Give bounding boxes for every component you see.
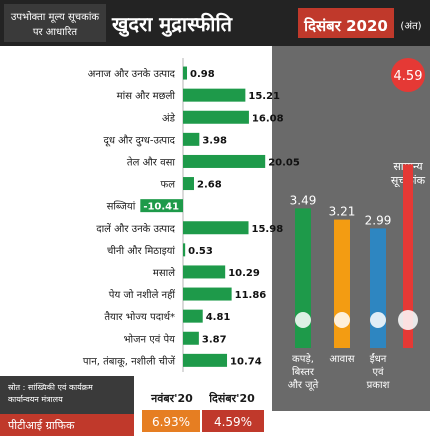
category-label-10: पेय जो नशीले नहीं: [109, 289, 176, 301]
nov-label: नवंबर'20: [150, 392, 193, 405]
bar-10: [183, 287, 232, 301]
bar-1: [183, 88, 246, 102]
bar-6: [140, 199, 183, 213]
bar-9: [183, 265, 226, 279]
vbar-1: [334, 219, 350, 348]
source-line2: कार्यान्वयन मंत्रालय: [8, 394, 63, 404]
bar-value-label-9: 10.29: [228, 268, 260, 279]
bar-value-label-8: 0.53: [188, 246, 213, 257]
clothing-label-line3: और जूते: [288, 379, 319, 391]
credit-box: [0, 414, 134, 436]
bar-0: [183, 66, 188, 80]
dec-label: दिसंबर'20: [208, 391, 255, 405]
fuel-label-line3: प्रकाश: [367, 380, 390, 391]
month-badge: [298, 8, 394, 38]
bar-value-label-4: 20.05: [268, 157, 300, 168]
header-subtitle-line2: पर आधारित: [33, 26, 78, 38]
housing-label: आवास: [329, 354, 354, 365]
category-label-7: दालें और उनके उत्पाद: [96, 223, 175, 235]
vbar-value-label-2: 2.99: [365, 213, 392, 227]
category-label-0: अनाज और उनके उत्पाद: [88, 68, 176, 80]
nov-value: 6.93%: [152, 415, 190, 429]
category-icon-0: [295, 312, 311, 328]
general-index-icon: [398, 310, 418, 330]
category-label-8: चीनी और मिठाइयां: [107, 245, 175, 257]
category-label-11: तैयार भोज्य पदार्थ*: [104, 311, 175, 323]
category-label-1: मांस और मछली: [117, 90, 176, 102]
bar-4: [183, 154, 266, 168]
category-label-6: सब्जियां: [107, 201, 136, 213]
category-label-2: अंडे: [162, 112, 176, 124]
vbar-3: [403, 164, 413, 348]
clothing-label-line2: बिस्तर: [292, 366, 315, 378]
vbar-2: [370, 228, 386, 348]
bar-12: [183, 331, 199, 345]
bar-value-label-6: -10.41: [143, 202, 179, 213]
source-line1: स्रोत : सांख्यिकी एवं कार्यक्रम: [8, 382, 93, 392]
bar-value-label-2: 16.08: [252, 113, 284, 124]
bar-11: [183, 309, 203, 323]
bar-value-label-10: 11.86: [235, 290, 267, 301]
fuel-label-line1: ईंधन: [370, 353, 387, 365]
bar-value-label-12: 3.87: [202, 334, 227, 345]
nov-value-box: [142, 410, 200, 432]
bar-8: [183, 243, 186, 257]
clothing-label-line1: कपड़े,: [292, 353, 314, 365]
bar-value-label-0: 0.98: [190, 69, 215, 80]
dec-value-box: [202, 410, 264, 432]
category-label-9: मसाले: [153, 267, 175, 279]
credit-label: पीटीआई ग्राफिक: [8, 419, 75, 432]
bar-value-label-13: 10.74: [230, 356, 262, 367]
bar-13: [183, 353, 228, 367]
category-label-4: तेल और वसा: [127, 156, 175, 168]
dec-value: 4.59%: [214, 415, 252, 429]
bar-value-label-3: 3.98: [202, 135, 227, 146]
category-label-3: दूध और दुग्ध-उत्पाद: [104, 134, 176, 146]
month-label: दिसंबर 2020: [303, 17, 388, 35]
vbar-value-label-3: 4.59: [394, 69, 423, 84]
vbar-value-label-0: 3.49: [290, 193, 317, 207]
page-title: खुदरा मुद्रास्फीति: [111, 12, 234, 37]
bar-5: [183, 177, 194, 191]
bar-value-label-5: 2.68: [197, 180, 222, 191]
header-subtitle-line1: उपभोक्ता मूल्य सूचकांक: [11, 11, 100, 23]
bar-value-label-7: 15.98: [252, 224, 284, 235]
general-index-circle: [391, 58, 425, 92]
bar-value-label-11: 4.81: [206, 312, 231, 323]
bar-value-label-1: 15.21: [248, 91, 280, 102]
chart-marks: 0.98 अनाज और उनके उत्पाद 15.21 मांस और मछली…: [83, 58, 425, 367]
vbar-value-label-1: 3.21: [329, 205, 356, 219]
bar-3: [183, 132, 200, 146]
category-label-5: फल: [161, 180, 176, 191]
category-icon-2: [370, 312, 386, 328]
category-label-13: पान, तंबाकू, नशीली चीजें: [83, 355, 176, 367]
source-box: [0, 376, 134, 414]
category-icon-1: [334, 312, 350, 328]
header-subtitle-box: [4, 4, 106, 42]
category-label-12: भोजन एवं पेय: [123, 333, 175, 345]
fuel-label-line2: एवं: [372, 366, 384, 378]
bar-2: [183, 110, 249, 124]
bar-7: [183, 221, 249, 235]
unit-label: (अंत): [400, 20, 421, 32]
